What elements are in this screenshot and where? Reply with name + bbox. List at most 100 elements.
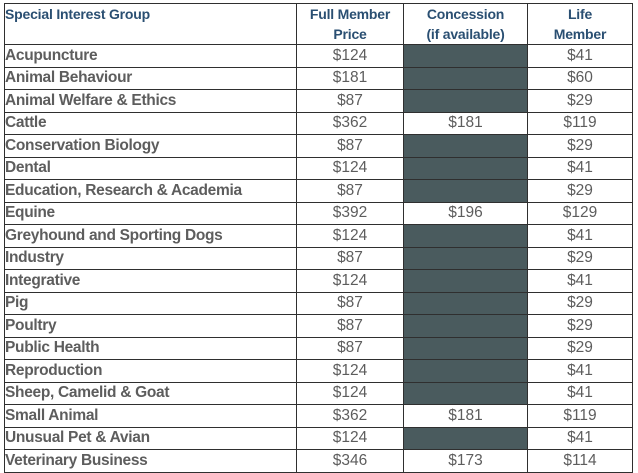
membership-price-table: Special Interest Group Full Member Price… bbox=[4, 3, 633, 473]
table-row: Public Health $87 $29 bbox=[4, 336, 633, 360]
full-member-price-cell: $87 bbox=[296, 134, 404, 158]
concession-unavailable-cell bbox=[403, 224, 528, 248]
group-name-cell: Industry bbox=[4, 246, 297, 270]
table-row: Animal Welfare & Ethics $87 $29 bbox=[4, 89, 633, 113]
group-name-cell: Greyhound and Sporting Dogs bbox=[4, 224, 297, 248]
table-row: Conservation Biology $87 $29 bbox=[4, 134, 633, 158]
table-row: Small Animal $362 $181 $119 bbox=[4, 404, 633, 428]
concession-unavailable-cell bbox=[403, 44, 528, 68]
life-member-price-cell: $119 bbox=[527, 111, 633, 135]
full-member-price-cell: $124 bbox=[296, 426, 404, 450]
group-name-cell: Sheep, Camelid & Goat bbox=[4, 381, 297, 405]
concession-unavailable-cell bbox=[403, 179, 528, 203]
table-row: Animal Behaviour $181 $60 bbox=[4, 66, 633, 90]
life-member-price-cell: $29 bbox=[527, 179, 633, 203]
table-row: Industry $87 $29 bbox=[4, 246, 633, 270]
life-member-price-cell: $29 bbox=[527, 314, 633, 338]
group-name-cell: Animal Welfare & Ethics bbox=[4, 89, 297, 113]
life-member-price-cell: $114 bbox=[527, 449, 633, 473]
full-member-price-cell: $124 bbox=[296, 224, 404, 248]
concession-price-cell: $181 bbox=[403, 404, 528, 428]
concession-unavailable-cell bbox=[403, 381, 528, 405]
full-member-price-cell: $392 bbox=[296, 201, 404, 225]
life-member-price-cell: $29 bbox=[527, 291, 633, 315]
full-member-price-cell: $87 bbox=[296, 89, 404, 113]
concession-unavailable-cell bbox=[403, 426, 528, 450]
header-full-member-line-2: Price bbox=[333, 26, 367, 42]
full-member-price-cell: $87 bbox=[296, 314, 404, 338]
table-row: Integrative $124 $41 bbox=[4, 269, 633, 293]
full-member-price-cell: $124 bbox=[296, 44, 404, 68]
life-member-price-cell: $29 bbox=[527, 246, 633, 270]
full-member-price-cell: $124 bbox=[296, 156, 404, 180]
full-member-price-cell: $181 bbox=[296, 66, 404, 90]
concession-unavailable-cell bbox=[403, 134, 528, 158]
group-name-cell: Public Health bbox=[4, 336, 297, 360]
header-full-member-line-1: Full Member bbox=[309, 6, 391, 22]
concession-price-cell: $173 bbox=[403, 449, 528, 473]
life-member-price-cell: $41 bbox=[527, 269, 633, 293]
concession-unavailable-cell bbox=[403, 246, 528, 270]
full-member-price-cell: $87 bbox=[296, 336, 404, 360]
header-life-member-line-1: Life bbox=[567, 6, 593, 22]
group-name-cell: Veterinary Business bbox=[4, 449, 297, 473]
header-life-member: Life Member bbox=[527, 3, 633, 45]
full-member-price-cell: $124 bbox=[296, 381, 404, 405]
concession-unavailable-cell bbox=[403, 269, 528, 293]
concession-unavailable-cell bbox=[403, 314, 528, 338]
group-name-cell: Dental bbox=[4, 156, 297, 180]
table-row: Dental $124 $41 bbox=[4, 156, 633, 180]
group-name-cell: Poultry bbox=[4, 314, 297, 338]
table-row: Reproduction $124 $41 bbox=[4, 359, 633, 383]
concession-price-cell: $181 bbox=[403, 111, 528, 135]
concession-unavailable-cell bbox=[403, 359, 528, 383]
table-row: Equine $392 $196 $129 bbox=[4, 201, 633, 225]
header-concession-line-2: (if available) bbox=[426, 26, 505, 42]
group-name-cell: Acupuncture bbox=[4, 44, 297, 68]
life-member-price-cell: $29 bbox=[527, 336, 633, 360]
life-member-price-cell: $41 bbox=[527, 426, 633, 450]
header-life-member-line-2: Member bbox=[553, 26, 607, 42]
header-concession-line-1: Concession bbox=[426, 6, 505, 22]
concession-unavailable-cell bbox=[403, 336, 528, 360]
table-row: Veterinary Business $346 $173 $114 bbox=[4, 449, 633, 473]
header-full-member-price: Full Member Price bbox=[296, 3, 404, 45]
group-name-cell: Education, Research & Academia bbox=[4, 179, 297, 203]
group-name-cell: Cattle bbox=[4, 111, 297, 135]
group-name-cell: Small Animal bbox=[4, 404, 297, 428]
concession-unavailable-cell bbox=[403, 156, 528, 180]
table-row: Unusual Pet & Avian $124 $41 bbox=[4, 426, 633, 450]
group-name-cell: Unusual Pet & Avian bbox=[4, 426, 297, 450]
group-name-cell: Conservation Biology bbox=[4, 134, 297, 158]
full-member-price-cell: $87 bbox=[296, 246, 404, 270]
full-member-price-cell: $362 bbox=[296, 404, 404, 428]
table-row: Education, Research & Academia $87 $29 bbox=[4, 179, 633, 203]
life-member-price-cell: $129 bbox=[527, 201, 633, 225]
table-row: Greyhound and Sporting Dogs $124 $41 bbox=[4, 224, 633, 248]
table-body: Acupuncture $124 $41 Animal Behaviour $181 $6… bbox=[4, 44, 633, 473]
full-member-price-cell: $87 bbox=[296, 179, 404, 203]
life-member-price-cell: $29 bbox=[527, 89, 633, 113]
table-row: Cattle $362 $181 $119 bbox=[4, 111, 633, 135]
full-member-price-cell: $346 bbox=[296, 449, 404, 473]
life-member-price-cell: $41 bbox=[527, 359, 633, 383]
full-member-price-cell: $362 bbox=[296, 111, 404, 135]
concession-unavailable-cell bbox=[403, 291, 528, 315]
table-row: Pig $87 $29 bbox=[4, 291, 633, 315]
header-row: Special Interest Group Full Member Price… bbox=[4, 3, 633, 45]
life-member-price-cell: $41 bbox=[527, 224, 633, 248]
concession-price-cell: $196 bbox=[403, 201, 528, 225]
life-member-price-cell: $29 bbox=[527, 134, 633, 158]
table-header: Special Interest Group Full Member Price… bbox=[4, 3, 633, 45]
group-name-cell: Reproduction bbox=[4, 359, 297, 383]
group-name-cell: Integrative bbox=[4, 269, 297, 293]
table-row: Acupuncture $124 $41 bbox=[4, 44, 633, 68]
table-row: Poultry $87 $29 bbox=[4, 314, 633, 338]
concession-unavailable-cell bbox=[403, 89, 528, 113]
header-special-interest-group: Special Interest Group bbox=[4, 3, 297, 45]
header-concession: Concession (if available) bbox=[403, 3, 528, 45]
membership-price-table-frame: Special Interest Group Full Member Price… bbox=[4, 3, 633, 473]
group-name-cell: Equine bbox=[4, 201, 297, 225]
life-member-price-cell: $60 bbox=[527, 66, 633, 90]
full-member-price-cell: $124 bbox=[296, 359, 404, 383]
